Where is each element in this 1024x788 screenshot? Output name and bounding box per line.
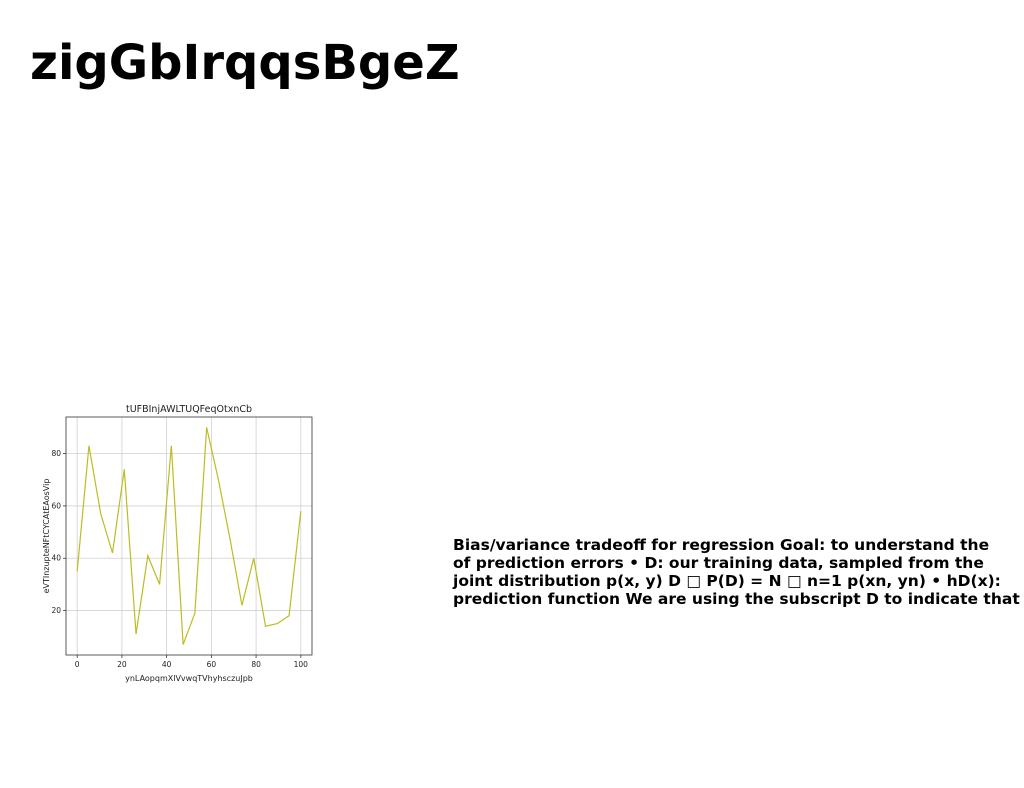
page-title: zigGbIrqqsBgeZ xyxy=(30,35,460,91)
x-tick-label: 40 xyxy=(162,660,172,669)
body-text: Bias/variance tradeoff for regression Go… xyxy=(453,536,1020,608)
line-chart-svg: 0 20 40 60 80 100 20 40 60 80 tUFBInjAWLTUQFeqOtx… xyxy=(42,404,313,683)
y-tick-label: 60 xyxy=(51,501,61,510)
x-tick-label: 80 xyxy=(251,660,261,669)
line-chart: 0 20 40 60 80 100 20 40 60 80 tUFBInjAWLTUQFeqOtx… xyxy=(36,398,326,688)
x-tick-label: 60 xyxy=(207,660,217,669)
x-tick-label: 0 xyxy=(75,660,80,669)
y-axis-label: eVTInzupteNFtCYCAtEAosVip xyxy=(42,479,51,594)
chart-grid xyxy=(66,417,312,655)
x-tick-label: 20 xyxy=(117,660,127,669)
chart-ticks: 0 20 40 60 80 100 20 40 60 80 xyxy=(51,449,308,669)
series-line xyxy=(76,427,302,645)
y-tick-label: 40 xyxy=(51,554,61,563)
x-tick-label: 100 xyxy=(294,660,309,669)
y-tick-label: 20 xyxy=(51,606,61,615)
chart-title: tUFBInjAWLTUQFeqOtxnCb xyxy=(126,404,252,415)
chart-series xyxy=(76,427,302,645)
x-axis-label: ynLAopqmXlVvwqTVhyhsczuJpb xyxy=(125,674,253,683)
y-tick-label: 80 xyxy=(51,449,61,458)
plot-frame xyxy=(65,416,313,656)
